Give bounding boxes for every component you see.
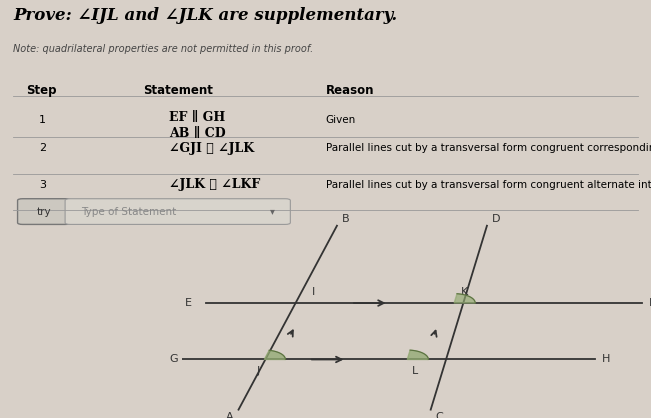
Text: E: E	[185, 298, 191, 308]
Text: EF ∥ GH: EF ∥ GH	[169, 111, 225, 124]
Text: try: try	[37, 206, 51, 217]
Text: ∠GJI ≅ ∠JLK: ∠GJI ≅ ∠JLK	[169, 142, 255, 155]
Text: D: D	[492, 214, 500, 224]
FancyBboxPatch shape	[65, 199, 290, 224]
Polygon shape	[454, 294, 475, 303]
Text: Note: quadrilateral properties are not permitted in this proof.: Note: quadrilateral properties are not p…	[13, 44, 313, 54]
Text: ∠JLK ≅ ∠LKF: ∠JLK ≅ ∠LKF	[169, 178, 260, 191]
Polygon shape	[408, 350, 428, 359]
Text: Parallel lines cut by a transversal form congruent corresponding angles: Parallel lines cut by a transversal form…	[326, 143, 651, 153]
Text: 2: 2	[39, 143, 46, 153]
FancyBboxPatch shape	[18, 199, 70, 224]
Text: J: J	[257, 366, 260, 376]
Text: H: H	[602, 354, 610, 364]
Text: Given: Given	[326, 115, 355, 125]
Text: G: G	[169, 354, 178, 364]
Text: Prove: ∠IJL and ∠JLK are supplementary.: Prove: ∠IJL and ∠JLK are supplementary.	[13, 7, 397, 24]
Text: A: A	[226, 411, 234, 418]
Text: B: B	[342, 214, 350, 224]
Text: Parallel lines cut by a transversal form congruent alternate interior angles: Parallel lines cut by a transversal form…	[326, 180, 651, 190]
Text: Step: Step	[26, 84, 57, 97]
Text: L: L	[411, 366, 418, 376]
Text: ▾: ▾	[270, 206, 275, 217]
Text: I: I	[312, 287, 315, 297]
Text: F: F	[648, 298, 651, 308]
Text: Type of Statement: Type of Statement	[81, 206, 176, 217]
Text: Statement: Statement	[143, 84, 213, 97]
Text: AB ∥ CD: AB ∥ CD	[169, 127, 226, 140]
Polygon shape	[264, 350, 285, 359]
Text: C: C	[436, 411, 443, 418]
Text: K: K	[461, 287, 469, 297]
Text: Reason: Reason	[326, 84, 374, 97]
Text: 3: 3	[39, 180, 46, 190]
Text: 1: 1	[39, 115, 46, 125]
